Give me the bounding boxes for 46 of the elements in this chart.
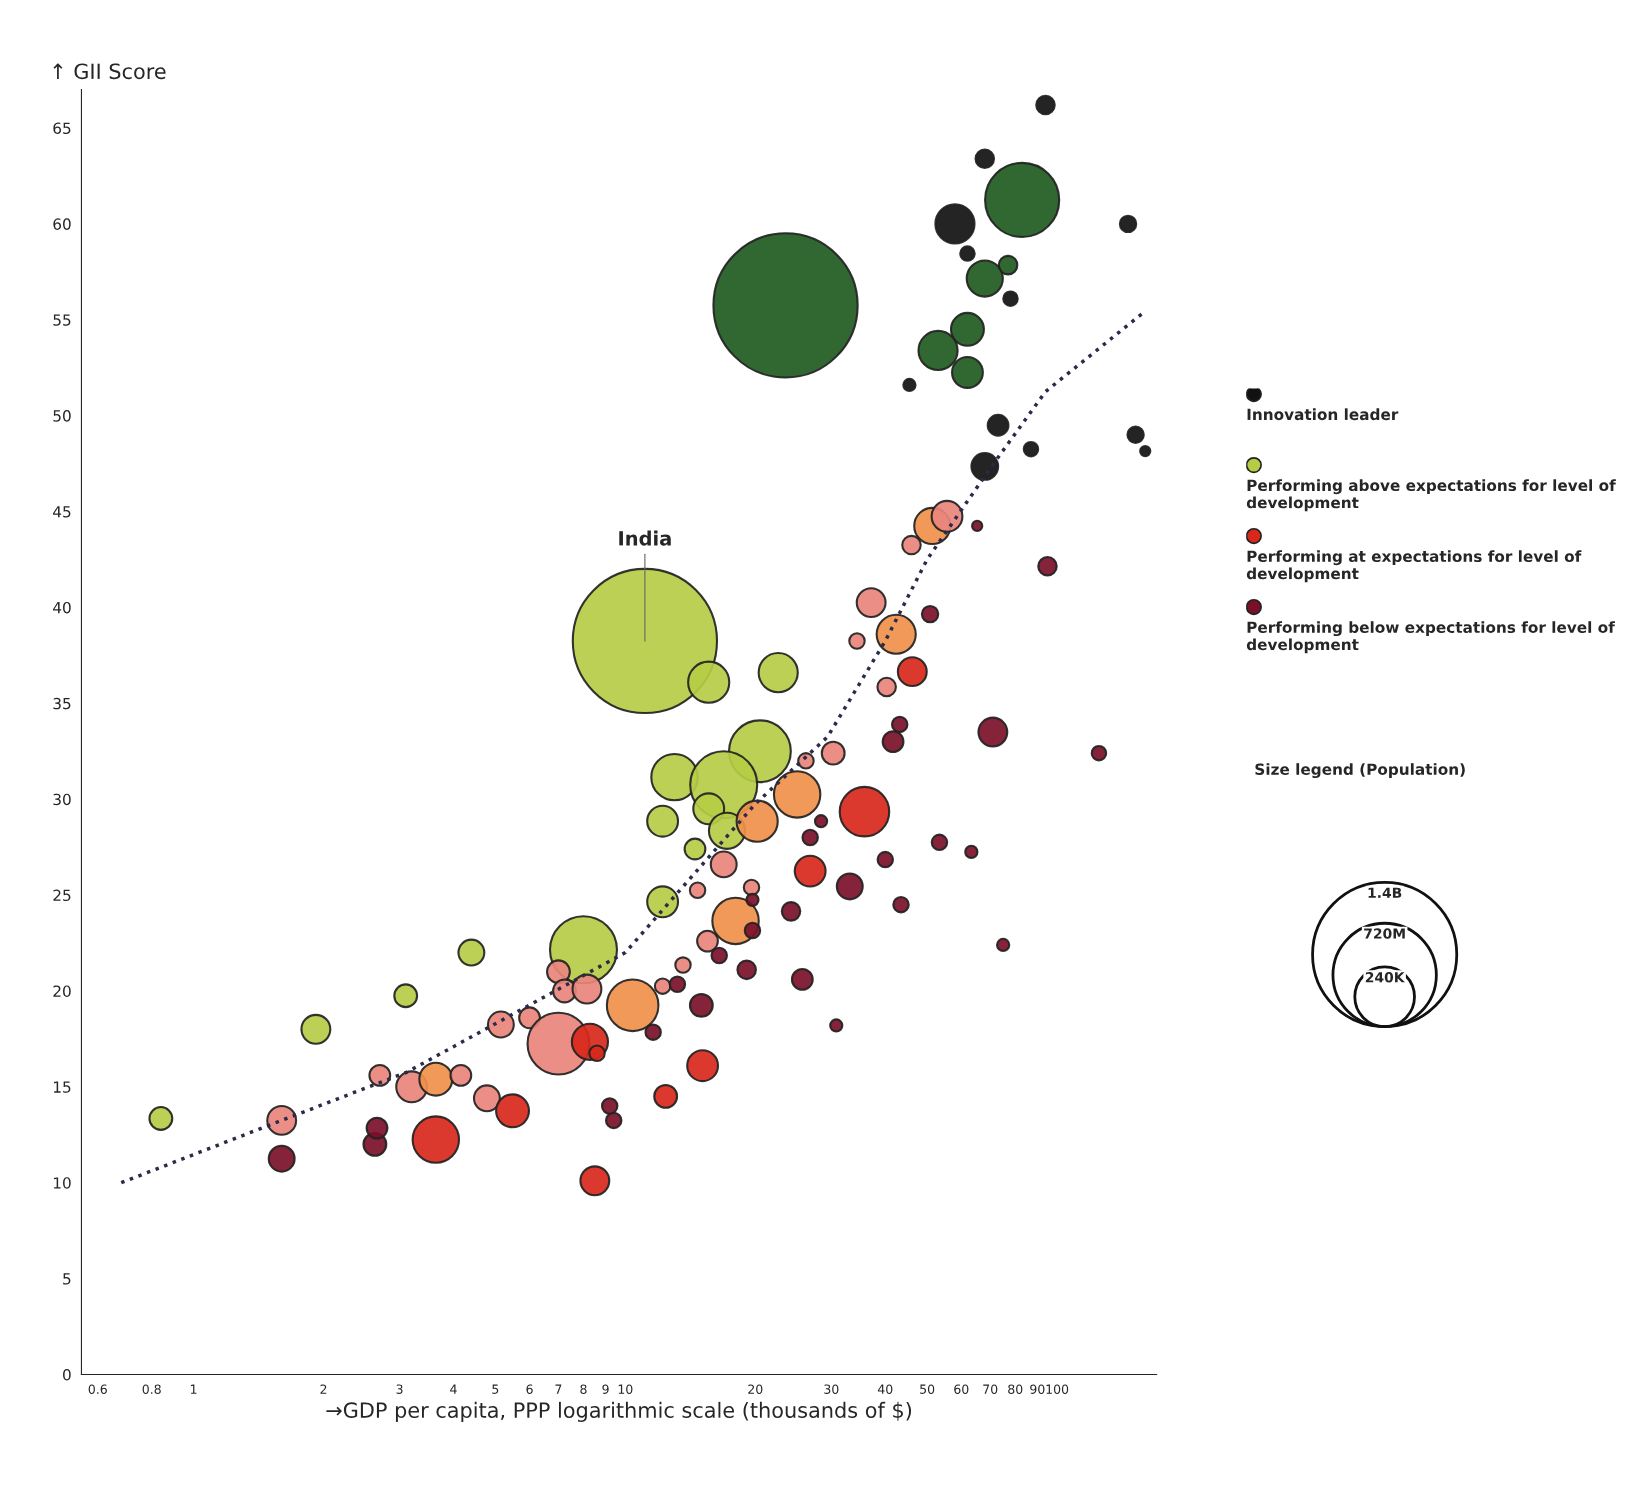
legend-label: 720M	[1364, 928, 1405, 939]
x-axis-title: →GDP per capita, PPP logarithmic scale (thousands of $)	[326, 1401, 912, 1423]
text: Size legend (Population)	[1255, 763, 1465, 779]
x-tick-label: 4	[450, 1384, 457, 1394]
x-tick-label: 70	[983, 1384, 998, 1394]
x-tick-label: 3	[396, 1384, 403, 1394]
x-tick-label: 2	[320, 1384, 327, 1394]
y-tick-label: 15	[53, 1081, 71, 1093]
x-tick-label: 20	[748, 1384, 763, 1394]
y-tick-label: 30	[53, 793, 71, 806]
legend-label: 1.4B	[1368, 887, 1402, 898]
x-tick-label: 90	[1030, 1384, 1045, 1394]
y-tick-label: 20	[53, 985, 71, 997]
legend-label: Performing at expectations for level of development	[1246, 550, 1582, 583]
y-tick-label: 5	[63, 1273, 71, 1285]
x-tick-label: 0.6	[88, 1384, 107, 1394]
y-tick-label: 65	[53, 122, 71, 135]
y-tick-label: 25	[53, 889, 71, 902]
legend-label: 240K	[1365, 972, 1405, 983]
y-tick-label: 50	[53, 410, 71, 422]
x-tick-label: 30	[824, 1384, 839, 1394]
x-tick-label: 6	[526, 1384, 533, 1394]
x-tick-label: 60	[954, 1384, 969, 1394]
annotation: India	[619, 530, 671, 546]
x-tick-label: 9	[602, 1384, 609, 1394]
legend-label: Performing below expectations for level of development	[1246, 621, 1615, 654]
x-tick-label: 0.8	[142, 1384, 161, 1394]
legend-label: Innovation leader	[1247, 408, 1399, 421]
y-tick-label: 60	[53, 218, 71, 230]
x-tick-label: 8	[580, 1384, 587, 1394]
x-tick-label: 7	[555, 1384, 562, 1394]
x-tick-label: 80	[1008, 1384, 1023, 1394]
x-tick-label: 100	[1046, 1384, 1069, 1394]
y-axis-title: ↑ GII Score	[53, 63, 166, 80]
y-tick-label: 40	[53, 601, 71, 614]
y-tick-label: 45	[53, 506, 71, 518]
legend-label: Performing above expectations for level of development	[1246, 479, 1616, 512]
y-tick-label: 55	[53, 314, 71, 326]
y-tick-label: 35	[53, 697, 71, 710]
x-tick-label: 10	[618, 1384, 633, 1394]
y-tick-label: 10	[53, 1177, 71, 1189]
y-tick-label: 0	[63, 1368, 71, 1381]
x-tick-label: 5	[492, 1384, 499, 1394]
x-tick-label: 40	[877, 1384, 893, 1394]
x-tick-label: 50	[920, 1384, 935, 1394]
x-tick-label: 1	[190, 1384, 197, 1394]
